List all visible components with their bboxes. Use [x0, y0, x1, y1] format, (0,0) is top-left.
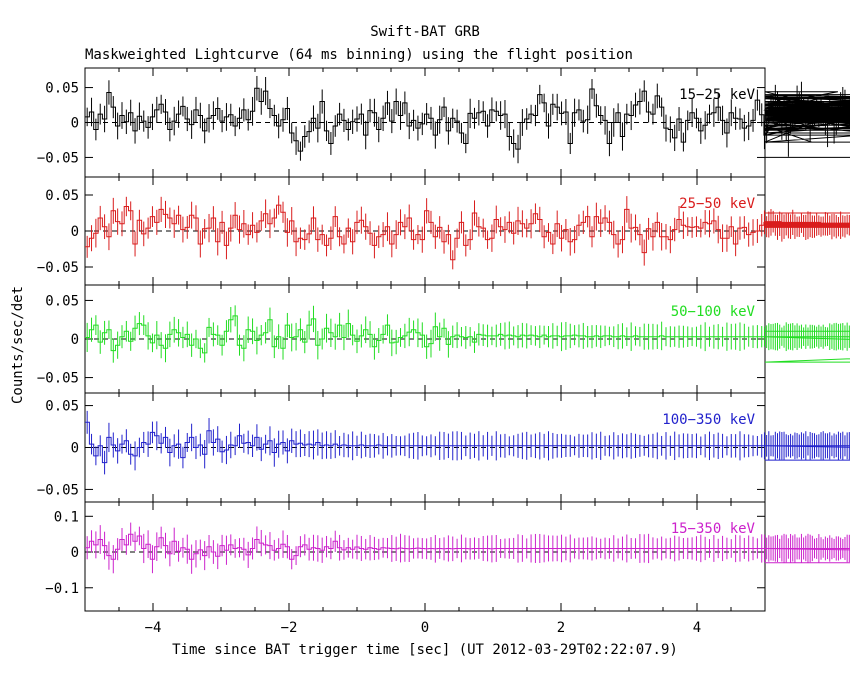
x-tick-label: −4	[145, 620, 162, 636]
y-tick-label: 0	[71, 116, 79, 132]
series-line	[85, 87, 850, 158]
series-line	[85, 315, 850, 363]
series-line	[85, 533, 850, 564]
x-tick-label: 0	[421, 620, 429, 636]
y-tick-label: 0	[71, 332, 79, 348]
y-tick-label: 0	[71, 441, 79, 457]
chart-subtitle: Maskweighted Lightcurve (64 ms binning) …	[85, 47, 633, 63]
x-tick-label: 2	[557, 620, 565, 636]
y-tick-label: 0.05	[45, 399, 79, 415]
chart-title: Swift-BAT GRB	[370, 24, 480, 40]
y-tick-label: 0.05	[45, 81, 79, 97]
x-tick-label: 4	[693, 620, 701, 636]
energy-band-label: 15−25 keV	[679, 87, 755, 103]
y-tick-label: 0.1	[54, 509, 79, 525]
energy-band-label: 25−50 keV	[679, 196, 755, 212]
energy-band-label: 100−350 keV	[662, 412, 755, 428]
panel-15-25-kev: 0.05 0 −0.05 15−25 keV	[37, 67, 850, 178]
panel-100-350-kev: 0.05 0 −0.05 100−350 keV	[37, 392, 850, 503]
y-tick-label: 0.05	[45, 293, 79, 309]
energy-band-label: 15−350 keV	[671, 521, 756, 537]
panel-25-50-kev: 0.05 0 −0.05 25−50 keV	[37, 176, 850, 286]
y-tick-label: −0.05	[37, 482, 79, 498]
y-tick-label: −0.1	[45, 581, 79, 597]
y-tick-label: 0	[71, 545, 79, 561]
series-line	[85, 204, 850, 261]
x-tick-label: −2	[281, 620, 298, 636]
y-tick-label: −0.05	[37, 260, 79, 276]
series-line	[85, 421, 850, 464]
y-axis-label: Counts/sec/det	[10, 286, 26, 404]
y-tick-label: 0.05	[45, 188, 79, 204]
energy-band-label: 50−100 keV	[671, 304, 756, 320]
panel-50-100-kev: 0.05 0 −0.05 50−100 keV	[37, 284, 850, 394]
y-tick-label: −0.05	[37, 371, 79, 387]
x-axis-label: Time since BAT trigger time [sec] (UT 20…	[172, 642, 678, 658]
y-tick-label: 0	[71, 224, 79, 240]
y-tick-label: −0.05	[37, 150, 79, 166]
panel-15-350-kev: 0.1 0 −0.1 15−350 keV	[45, 501, 850, 612]
